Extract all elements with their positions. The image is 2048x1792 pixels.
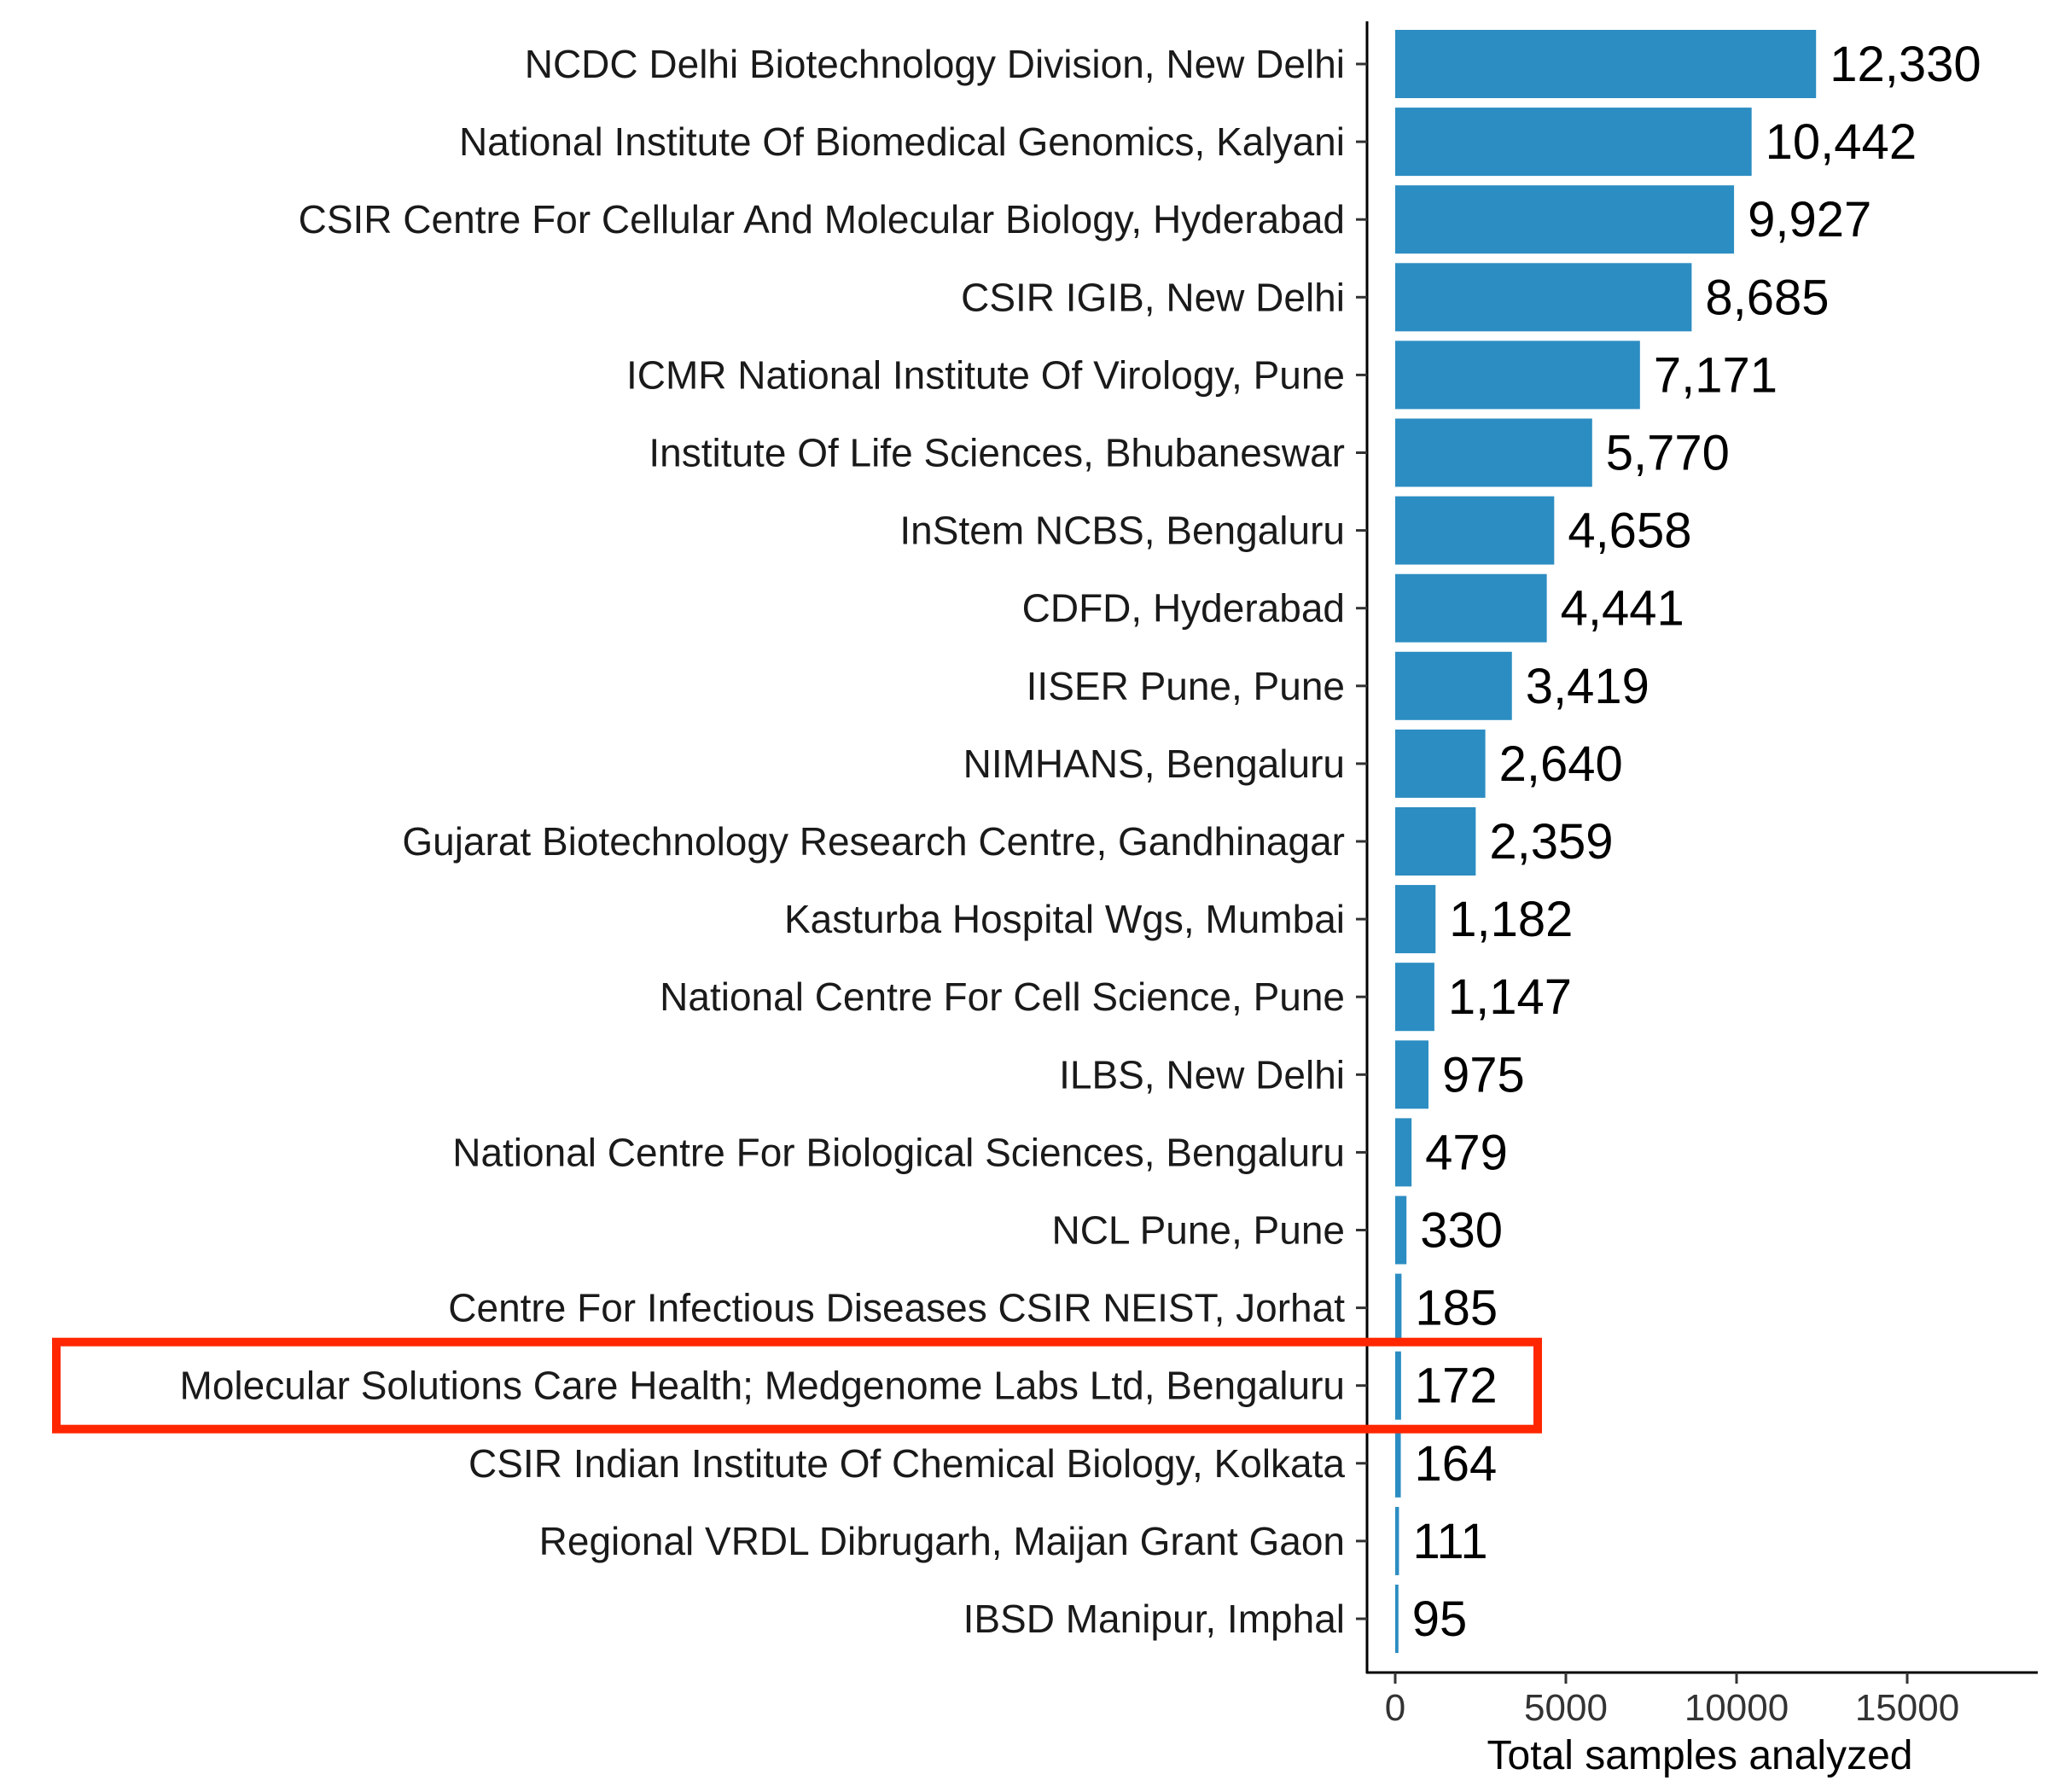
category-label: NCL Pune, Pune xyxy=(1051,1208,1345,1253)
bar xyxy=(1395,1428,1401,1498)
bar xyxy=(1395,108,1752,177)
value-label: 9,927 xyxy=(1748,192,1871,247)
value-label: 330 xyxy=(1420,1203,1503,1259)
value-label: 7,171 xyxy=(1654,347,1777,403)
category-label: NCDC Delhi Biotechnology Division, New D… xyxy=(525,42,1345,86)
bar xyxy=(1395,1118,1412,1187)
category-label: Regional VRDL Dibrugarh, Maijan Grant Ga… xyxy=(539,1519,1345,1563)
value-label: 95 xyxy=(1412,1591,1468,1647)
category-label: CSIR Centre For Cellular And Molecular B… xyxy=(299,197,1345,241)
highlight-box xyxy=(52,1337,1542,1434)
value-label: 12,330 xyxy=(1830,37,1981,92)
value-label: 185 xyxy=(1415,1281,1498,1336)
value-label: 479 xyxy=(1425,1125,1508,1180)
bar xyxy=(1395,573,1547,643)
category-label: InStem NCBS, Bengaluru xyxy=(899,509,1345,553)
bar xyxy=(1395,1040,1428,1109)
axis-ticks: 0 5000 10000 15000 xyxy=(1356,62,1959,1729)
bar xyxy=(1395,340,1640,410)
category-label: Molecular Solutions Care Health; Medgeno… xyxy=(180,1364,1345,1408)
category-label: Centre For Infectious Diseases CSIR NEIS… xyxy=(448,1286,1345,1330)
value-label: 8,685 xyxy=(1705,270,1829,325)
bar xyxy=(1395,651,1512,720)
bar xyxy=(1395,418,1592,487)
bar xyxy=(1395,1585,1399,1653)
category-labels: NCDC Delhi Biotechnology Division, New D… xyxy=(180,42,1346,1641)
bar xyxy=(1395,1273,1402,1342)
category-label: Gujarat Biotechnology Research Centre, G… xyxy=(402,819,1345,864)
bar xyxy=(1395,807,1476,876)
value-label: 5,770 xyxy=(1606,426,1730,481)
value-label: 2,359 xyxy=(1489,814,1613,870)
bar xyxy=(1395,1196,1407,1265)
value-label: 3,419 xyxy=(1526,659,1649,714)
bar xyxy=(1395,885,1436,954)
bar xyxy=(1395,496,1555,565)
category-label: IBSD Manipur, Imphal xyxy=(963,1597,1345,1641)
highlight-layer xyxy=(52,1337,1542,1434)
category-label: Institute Of Life Sciences, Bhubaneswar xyxy=(649,431,1345,475)
value-label: 975 xyxy=(1442,1047,1525,1103)
value-label: 4,441 xyxy=(1561,581,1684,637)
category-label: National Centre For Biological Sciences,… xyxy=(452,1130,1345,1174)
category-label: National Centre For Cell Science, Pune xyxy=(660,975,1345,1019)
bar xyxy=(1395,963,1434,1032)
x-tick-label: 10000 xyxy=(1684,1687,1789,1729)
value-labels: 12,330 10,442 9,927 8,685 7,171 5,770 4,658 4,4… xyxy=(1412,37,1981,1647)
x-tick-label: 15000 xyxy=(1855,1687,1959,1729)
value-label: 1,147 xyxy=(1448,969,1572,1025)
bar xyxy=(1395,729,1486,798)
category-label: National Institute Of Biomedical Genomic… xyxy=(459,119,1345,164)
value-label: 172 xyxy=(1415,1359,1498,1414)
bar xyxy=(1395,185,1735,254)
value-label: 4,658 xyxy=(1568,503,1691,559)
bar xyxy=(1395,1506,1399,1575)
value-label: 10,442 xyxy=(1766,114,1917,170)
bar xyxy=(1395,30,1817,98)
x-axis-title: Total samples analyzed xyxy=(1487,1733,1913,1778)
x-tick-label: 0 xyxy=(1385,1687,1405,1729)
category-label: CSIR Indian Institute Of Chemical Biolog… xyxy=(468,1441,1345,1486)
category-label: CSIR IGIB, New Delhi xyxy=(961,275,1345,319)
value-label: 164 xyxy=(1415,1436,1498,1492)
bar xyxy=(1395,1351,1401,1420)
bars xyxy=(1395,30,1817,1653)
category-label: CDFD, Hyderabad xyxy=(1022,586,1345,631)
category-label: IISER Pune, Pune xyxy=(1027,664,1345,708)
x-tick-label: 5000 xyxy=(1524,1687,1608,1729)
category-label: Kasturba Hospital Wgs, Mumbai xyxy=(784,897,1345,941)
value-label: 2,640 xyxy=(1499,736,1623,792)
bar xyxy=(1395,263,1692,332)
value-label: 111 xyxy=(1412,1514,1487,1569)
category-label: ILBS, New Delhi xyxy=(1059,1052,1345,1097)
value-label: 1,182 xyxy=(1449,892,1573,947)
category-label: NIMHANS, Bengaluru xyxy=(963,742,1345,786)
category-label: ICMR National Institute Of Virology, Pun… xyxy=(626,352,1345,397)
